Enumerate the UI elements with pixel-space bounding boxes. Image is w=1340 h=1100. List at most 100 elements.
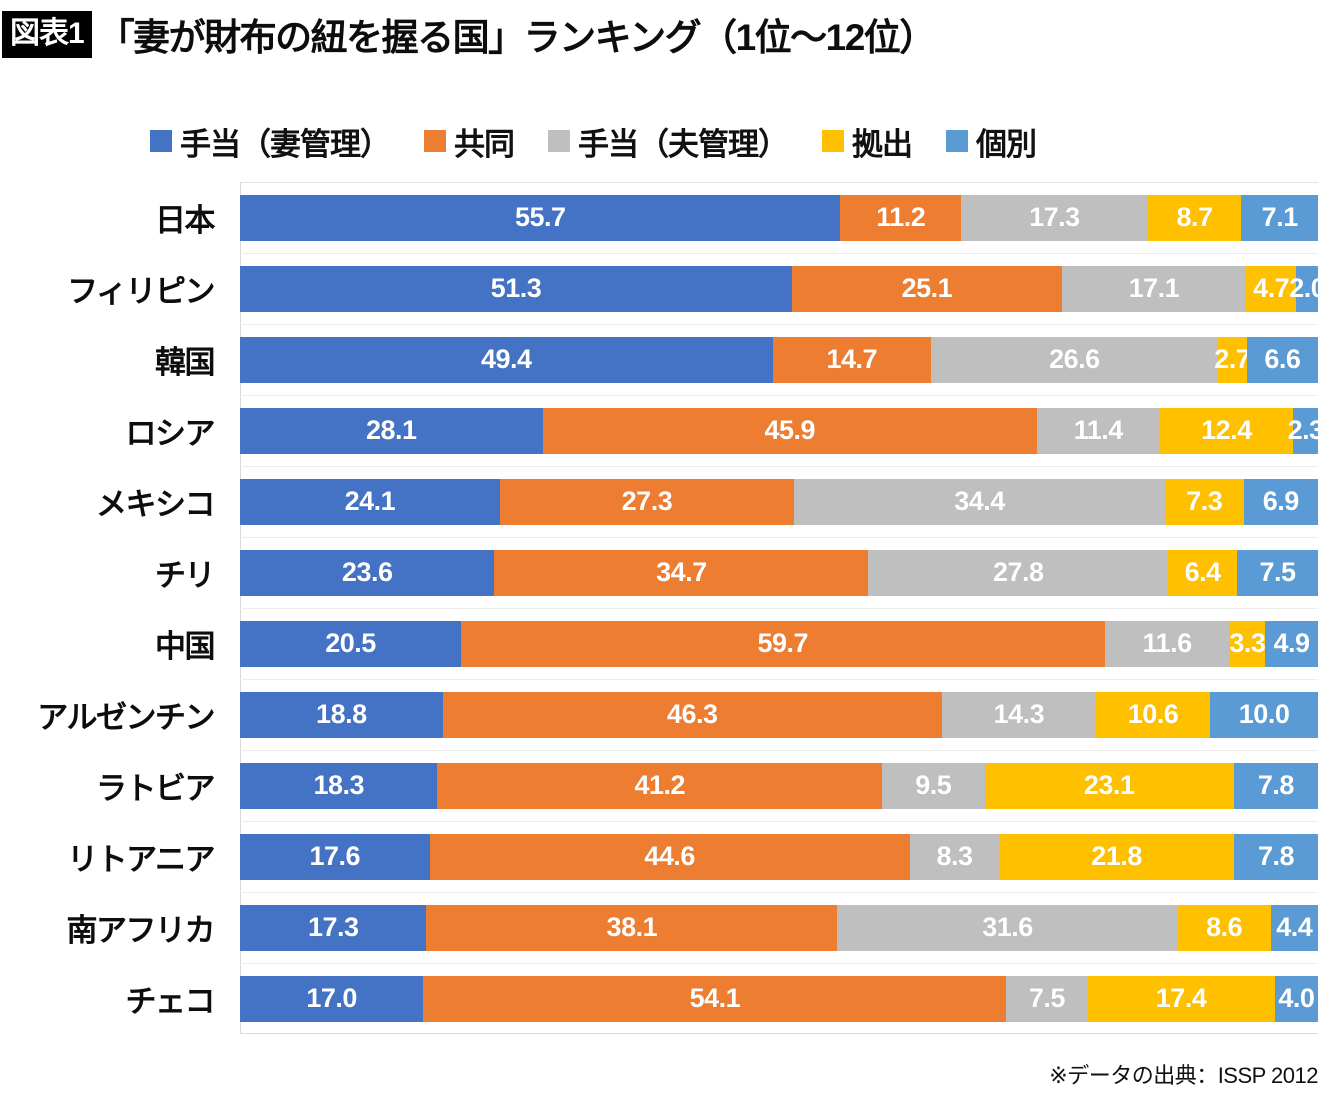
bar-segment[interactable]: 49.4 [240, 336, 773, 383]
legend-item[interactable]: 個別 [946, 119, 1037, 164]
stacked-bar: 20.5 59.7 11.6 3.3 4.9 [240, 620, 1318, 667]
stacked-bar: 55.7 11.2 17.3 8.7 7.1 [240, 194, 1318, 241]
bar-value-label: 17.0 [306, 983, 357, 1013]
bar-row: 日本 55.7 11.2 17.3 8.7 7.1 [0, 183, 1318, 252]
bar-row: 中国 20.5 59.7 11.6 3.3 4.9 [0, 609, 1318, 678]
bar-segment[interactable]: 4.4 [1270, 904, 1318, 951]
bar-segment[interactable]: 11.2 [840, 194, 962, 241]
bar-value-label: 41.2 [634, 770, 686, 800]
bar-rows: 日本 55.7 11.2 17.3 8.7 7.1 フィリピン 51.3 25.1 17.1 4.7… [0, 182, 1326, 1034]
bar-segment[interactable]: 28.1 [240, 407, 543, 454]
bar-segment[interactable]: 44.6 [429, 833, 910, 880]
source-note: ※データの出典：ISSP 2012 [1049, 1063, 1318, 1088]
bar-value-label: 18.8 [316, 699, 367, 729]
bar-segment[interactable]: 6.4 [1168, 549, 1238, 596]
category-label: 日本 [155, 203, 216, 238]
bar-segment[interactable]: 7.8 [1233, 762, 1318, 809]
bar-value-label: 24.1 [344, 486, 396, 516]
bar-value-label: 23.6 [341, 557, 393, 587]
bar-segment[interactable]: 41.2 [437, 762, 883, 809]
bar-segment[interactable]: 4.7 [1245, 265, 1297, 312]
bar-segment[interactable]: 8.6 [1177, 904, 1271, 951]
bar-segment[interactable]: 14.3 [941, 691, 1096, 738]
bar-segment[interactable]: 34.4 [794, 478, 1165, 525]
bar-segment[interactable]: 27.8 [868, 549, 1169, 596]
bar-segment[interactable]: 11.4 [1036, 407, 1160, 454]
bar-segment[interactable]: 17.6 [240, 833, 430, 880]
bar-segment[interactable]: 14.7 [772, 336, 931, 383]
bar-segment[interactable]: 8.7 [1147, 194, 1242, 241]
bar-segment[interactable]: 17.4 [1087, 975, 1275, 1022]
legend-item-label: 拠出 [852, 126, 913, 162]
bar-value-label: 20.5 [325, 628, 376, 658]
bar-segment[interactable]: 17.1 [1061, 265, 1246, 312]
bar-value-label: 23.1 [1083, 770, 1135, 800]
bar-value-label: 7.3 [1186, 486, 1223, 516]
bar-segment[interactable]: 38.1 [426, 904, 838, 951]
bar-segment[interactable]: 46.3 [442, 691, 942, 738]
bar-row: ラトビア 18.3 41.2 9.5 23.1 7.8 [0, 751, 1318, 820]
bar-segment[interactable]: 31.6 [837, 904, 1178, 951]
bar-segment[interactable]: 17.3 [240, 904, 427, 951]
bar-value-label: 2.3 [1287, 415, 1325, 445]
bar-segment[interactable]: 27.3 [499, 478, 795, 525]
bar-segment[interactable]: 18.3 [240, 762, 438, 809]
bar-row: 南アフリカ 17.3 38.1 31.6 8.6 4.4 [0, 893, 1318, 962]
category-label: 韓国 [155, 345, 216, 380]
stacked-bar: 18.3 41.2 9.5 23.1 7.8 [240, 762, 1318, 809]
bar-segment[interactable]: 17.3 [961, 194, 1148, 241]
bar-segment[interactable]: 20.5 [240, 620, 461, 667]
legend-item-label: 個別 [976, 126, 1037, 162]
bar-segment[interactable]: 17.0 [240, 975, 424, 1022]
bar-segment[interactable]: 34.7 [494, 549, 869, 596]
bar-value-label: 6.4 [1184, 557, 1222, 587]
bar-segment[interactable]: 54.1 [423, 975, 1007, 1022]
bar-segment[interactable]: 11.6 [1104, 620, 1230, 667]
page-title: 「妻が財布の紐を握る国」ランキング（1位〜12位） [97, 17, 937, 58]
bar-segment[interactable]: 4.9 [1265, 620, 1318, 667]
bar-value-label: 28.1 [366, 415, 417, 445]
bar-value-label: 7.8 [1257, 841, 1295, 871]
bar-segment[interactable]: 25.1 [791, 265, 1062, 312]
bar-segment[interactable]: 45.9 [542, 407, 1037, 454]
bar-segment[interactable]: 2.3 [1288, 407, 1324, 454]
bar-segment[interactable]: 4.0 [1274, 975, 1318, 1022]
stacked-bar: 24.1 27.3 34.4 7.3 6.9 [240, 478, 1318, 525]
bar-value-label: 7.8 [1257, 770, 1295, 800]
stacked-bar: 17.3 38.1 31.6 8.6 4.4 [240, 904, 1318, 951]
bar-segment[interactable]: 7.1 [1241, 194, 1318, 241]
bar-segment[interactable]: 7.5 [1237, 549, 1318, 596]
bar-segment[interactable]: 23.1 [984, 762, 1234, 809]
bar-segment[interactable]: 9.5 [882, 762, 985, 809]
bar-segment[interactable]: 8.3 [909, 833, 1000, 880]
legend-item[interactable]: 手当（妻管理） [150, 119, 391, 164]
bar-segment[interactable]: 6.6 [1246, 336, 1318, 383]
bar-value-label: 12.4 [1201, 415, 1252, 445]
bar-segment[interactable]: 10.6 [1095, 691, 1211, 738]
bar-segment[interactable]: 21.8 [999, 833, 1234, 880]
bar-segment[interactable]: 7.8 [1233, 833, 1318, 880]
bar-value-label: 34.7 [656, 557, 707, 587]
bar-segment[interactable]: 18.8 [240, 691, 443, 738]
bar-value-label: 8.7 [1176, 202, 1214, 232]
category-label: フィリピン [67, 274, 215, 309]
bar-segment[interactable]: 3.3 [1229, 620, 1266, 667]
legend-item[interactable]: 拠出 [822, 119, 913, 164]
bar-segment[interactable]: 2.0 [1289, 265, 1326, 312]
legend-item[interactable]: 共同 [424, 119, 515, 164]
legend-item[interactable]: 手当（夫管理） [548, 119, 789, 164]
bar-segment[interactable]: 51.3 [240, 265, 792, 312]
category-label: アルゼンチン [37, 700, 215, 735]
bar-segment[interactable]: 59.7 [460, 620, 1105, 667]
bar-value-label: 8.3 [936, 841, 973, 871]
bar-segment[interactable]: 2.7 [1214, 336, 1251, 383]
bar-segment[interactable]: 12.4 [1159, 407, 1294, 454]
bar-segment[interactable]: 26.6 [930, 336, 1218, 383]
bar-segment[interactable]: 7.3 [1164, 478, 1244, 525]
bar-segment[interactable]: 55.7 [240, 194, 841, 241]
bar-segment[interactable]: 24.1 [240, 478, 500, 525]
bar-segment[interactable]: 6.9 [1243, 478, 1318, 525]
bar-segment[interactable]: 10.0 [1210, 691, 1318, 738]
bar-segment[interactable]: 7.5 [1006, 975, 1088, 1022]
bar-segment[interactable]: 23.6 [240, 549, 495, 596]
